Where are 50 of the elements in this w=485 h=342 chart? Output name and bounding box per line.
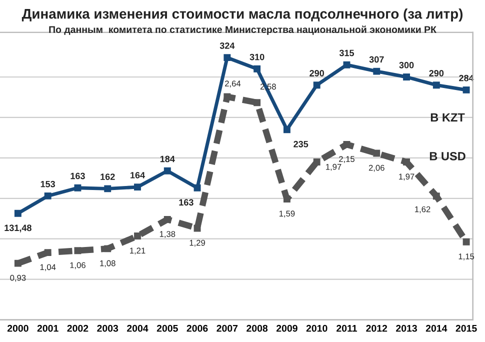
data-label: 315: [339, 50, 354, 56]
data-label: 1,62: [415, 206, 430, 214]
data-label: 164: [130, 172, 145, 178]
chart-subtitle: По данным комитета по статистике Министерства национальной экономики РК: [49, 26, 436, 35]
data-label: 1,15: [458, 254, 474, 260]
x-tick-label: 2008: [246, 324, 268, 332]
data-label: 2,15: [339, 156, 354, 163]
data-label: 310: [250, 54, 264, 60]
x-tick-label: 2013: [396, 324, 417, 332]
data-label: 1,06: [70, 262, 86, 270]
data-label: 1,97: [399, 174, 414, 181]
x-tick-label: 2015: [456, 324, 477, 332]
data-label: 307: [369, 56, 384, 63]
data-label: 290: [310, 70, 324, 76]
x-tick-label: 2002: [67, 324, 88, 332]
data-label: 163: [179, 199, 194, 206]
x-tick-label: 2006: [186, 324, 208, 332]
data-label: 0,93: [10, 274, 26, 282]
chart-title: Динамика изменения стоимости масла подсолнечного (за литр): [22, 8, 463, 22]
data-label: 153: [40, 180, 56, 188]
x-tick-label: 2005: [156, 324, 178, 332]
data-label: 162: [100, 174, 115, 180]
data-label: 163: [70, 172, 85, 180]
data-label: 1,29: [190, 240, 205, 247]
data-label: 1,21: [130, 248, 146, 255]
data-label: 300: [399, 62, 414, 68]
x-tick-label: 2011: [336, 324, 358, 332]
data-label: 1,59: [279, 210, 295, 218]
data-label: 2,06: [368, 164, 384, 172]
series-label: В KZT: [430, 113, 465, 122]
x-tick-label: 2012: [366, 324, 388, 332]
data-label: 131,48: [4, 224, 32, 232]
x-tick-label: 2014: [426, 324, 448, 332]
data-label: 235: [294, 140, 308, 148]
x-tick-label: 2010: [306, 324, 328, 332]
x-tick-label: 2001: [37, 324, 58, 332]
data-label: 290: [429, 70, 444, 76]
data-label: 2,64: [225, 80, 241, 88]
x-tick-label: 2004: [127, 324, 148, 332]
data-label: 324: [220, 42, 235, 49]
series-label: В USD: [430, 152, 466, 160]
x-tick-label: 2007: [216, 324, 238, 332]
data-label: 1,04: [40, 264, 56, 272]
data-label: 1,97: [326, 164, 342, 171]
x-tick-label: 2009: [276, 324, 298, 332]
data-label: 1,38: [160, 231, 176, 238]
data-label: 1,08: [100, 260, 116, 268]
x-tick-label: 2003: [97, 324, 118, 332]
x-tick-label: 2000: [7, 324, 28, 332]
data-label: 184: [160, 156, 175, 162]
